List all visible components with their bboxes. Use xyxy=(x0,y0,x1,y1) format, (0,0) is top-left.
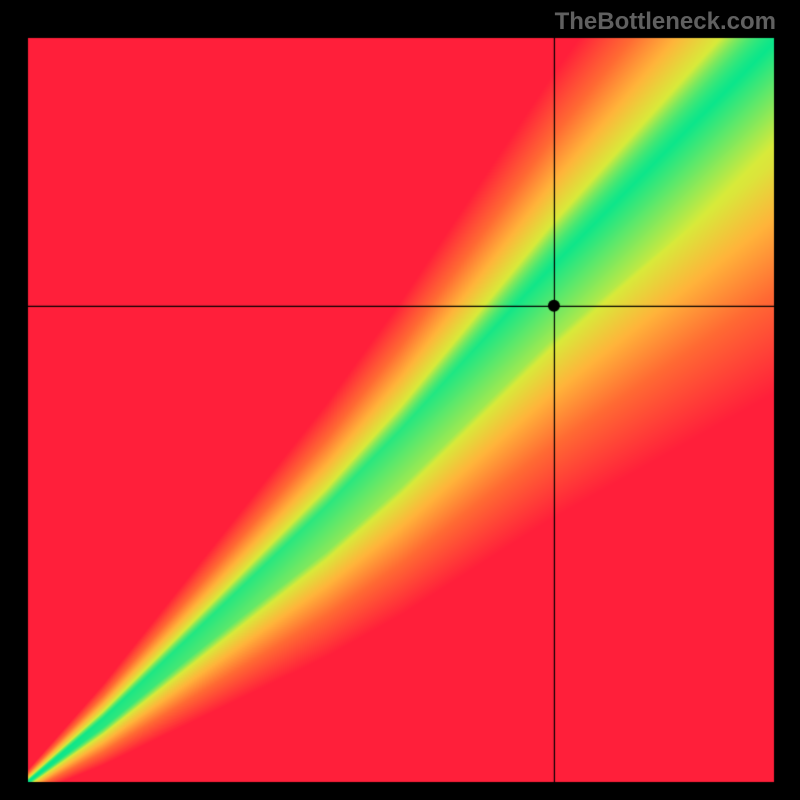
chart-container: TheBottleneck.com xyxy=(0,0,800,800)
watermark-text: TheBottleneck.com xyxy=(555,8,776,36)
bottleneck-heatmap-canvas xyxy=(0,0,800,800)
